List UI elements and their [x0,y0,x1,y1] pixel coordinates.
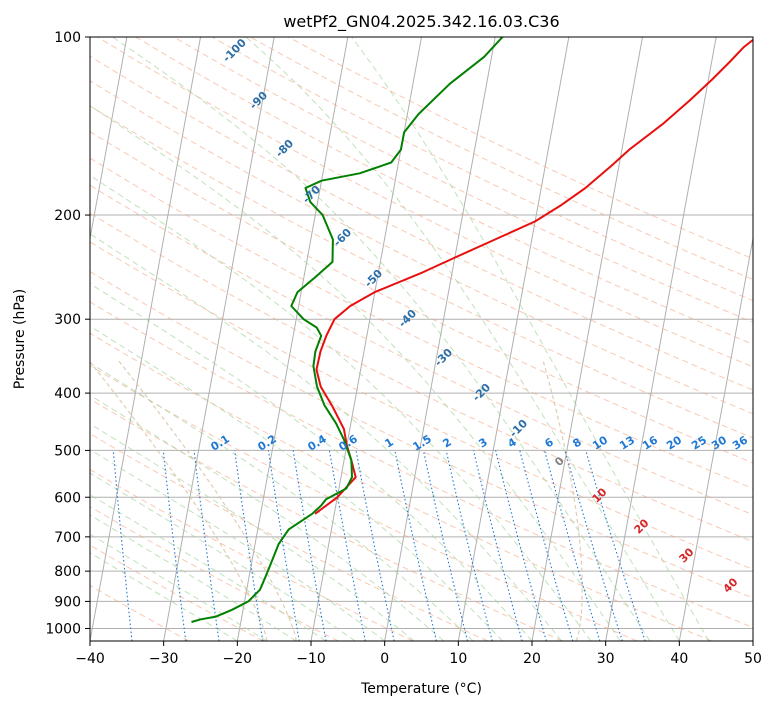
y-tick-label: 1000 [45,621,81,637]
dry-adiabat-line [90,184,753,516]
mixing-ratio-line [112,450,133,641]
dry-adiabat-line [90,398,563,641]
y-tick-label: 700 [54,530,81,546]
plot-frame [89,36,754,642]
y-tick-label: 300 [54,312,81,328]
mixing-ratio-line [267,450,300,641]
moist-adiabat-line [90,533,268,641]
moist-adiabat-line [90,105,621,641]
dewpoint-profile-line [191,37,504,623]
dry-adiabat-line [90,241,753,571]
mixing-ratio-line [422,450,469,641]
moist-adiabat-line [90,233,562,641]
y-axis-label: Pressure (hPa) [12,289,28,389]
moist-adiabat-line [351,37,710,641]
dry-adiabat-line [97,37,753,368]
isotherm-line [678,235,753,641]
x-tick-label: 40 [670,651,688,667]
moist-adiabat-line [90,552,238,641]
x-tick-label: 10 [449,651,467,667]
isotherm-line [605,37,717,641]
mixing-ratio-line [162,450,187,641]
mixing-ratio-line [445,450,493,641]
y-tick-label: 600 [54,490,81,506]
mixing-ratio-line [394,450,437,641]
temperature-profile-line [314,38,753,515]
mixing-ratio-line [495,450,547,641]
x-tick-label: −40 [75,651,105,667]
y-tick-label: 200 [54,208,81,224]
dry-adiabat-line [90,105,753,439]
dry-adiabat-line [135,37,753,345]
mixing-ratio-line [519,450,574,641]
moist-adiabat-line [90,423,415,641]
isotherm-line [236,37,349,641]
x-axis-ticks: −40 −30 −20 −10 0 10 20 30 40 50 [75,641,762,667]
x-tick-label: −20 [223,651,253,667]
dry-adiabat-line [90,157,753,489]
x-tick-label: 50 [744,651,762,667]
moist-adiabat-line [112,37,651,641]
dry-adiabat-line [90,301,753,629]
moist-adiabat-line [90,325,503,641]
dry-adiabat-line [211,37,753,302]
dry-adiabat-line [90,365,638,641]
y-tick-label: 100 [54,30,81,46]
x-tick-label: −30 [149,651,179,667]
isotherm-line [531,37,644,641]
x-tick-label: 30 [597,651,615,667]
dry-adiabat-line [90,506,339,641]
dry-adiabat-line [90,212,753,543]
dry-adiabat-line [90,433,488,641]
y-axis-ticks: 100 200 300 400 500 600 700 800 900 1000 [45,30,90,637]
mixing-ratio-line [193,450,220,641]
y-tick-label: 500 [54,443,81,459]
dry-adiabat-line [90,131,753,464]
isotherm-line [384,37,496,641]
mixing-ratio-line [472,450,523,641]
y-tick-label: 800 [54,564,81,580]
plot-area: 0.1 0.2 0.4 0.6 1 1.5 2 3 4 6 8 10 13 16 20 25 30 36-100-… [90,37,753,641]
mixing-ratio-line [585,450,646,641]
x-tick-label: 20 [523,651,541,667]
moist-adiabat-line [90,472,356,641]
mixing-ratio-line [564,450,623,641]
y-tick-label: 900 [54,594,81,610]
moist-adiabat-line [90,448,385,641]
y-tick-label: 400 [54,386,81,402]
moist-adiabat-line [90,362,474,641]
chart-title: wetPf2_GN04.2025.342.16.03.C36 [283,12,559,32]
lcl-curve-line [542,358,583,641]
x-tick-label: 0 [380,651,389,667]
moist-adiabat-line [90,394,444,641]
mixing-ratio-line [543,450,601,641]
dry-adiabat-line [90,332,712,641]
isotherm-line [163,37,275,641]
moist-adiabat-line [245,37,680,641]
isotherm-line [90,37,202,641]
isotherm-line [90,37,128,242]
x-tick-label: −10 [296,651,326,667]
moist-adiabat-line [90,174,592,641]
mixing-ratio-line [234,450,264,641]
x-axis-label: Temperature (°C) [360,681,482,697]
